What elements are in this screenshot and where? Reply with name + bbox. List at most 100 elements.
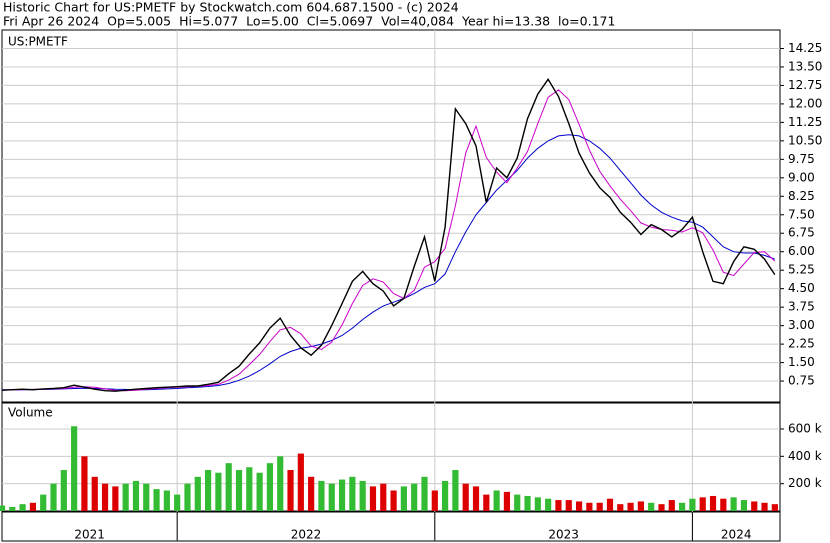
volume-bar xyxy=(771,504,778,511)
volume-bar xyxy=(421,476,428,511)
volume-bar xyxy=(575,501,583,511)
volume-bar xyxy=(153,489,160,511)
volume-bar xyxy=(9,506,16,511)
volume-bar xyxy=(297,453,304,511)
y-tick-label: 9.00 xyxy=(788,170,815,184)
date-axis xyxy=(1,511,781,542)
volume-bar xyxy=(452,469,459,511)
volume-bar xyxy=(380,483,387,511)
volume-bar xyxy=(648,502,655,511)
volume-bar xyxy=(194,476,201,511)
volume-label: Volume xyxy=(8,406,53,420)
y-tick-label: 5.25 xyxy=(788,263,815,277)
volume-bar xyxy=(349,476,356,511)
volume-bar xyxy=(359,480,366,511)
volume-bar xyxy=(709,495,717,511)
volume-bar xyxy=(122,483,129,511)
volume-bar xyxy=(369,486,377,511)
volume-bar xyxy=(668,500,675,511)
volume-bar xyxy=(514,494,521,511)
y-tick-label: 12.75 xyxy=(788,78,822,92)
y-tick-label: 2.25 xyxy=(788,337,815,351)
x-tick-label: 2023 xyxy=(548,528,579,542)
volume-bar xyxy=(81,456,88,511)
volume-bar xyxy=(277,456,284,511)
volume-bar xyxy=(596,502,603,511)
volume-bar xyxy=(689,498,696,511)
volume-bar xyxy=(29,502,37,511)
volume-bar xyxy=(534,497,541,511)
volume-bar xyxy=(586,502,593,511)
volume-bar xyxy=(101,483,109,511)
y-tick-label: 14.25 xyxy=(788,41,822,55)
volume-bar xyxy=(256,472,263,511)
volume-bar xyxy=(442,480,449,511)
volume-bar xyxy=(246,467,253,511)
volume-bar xyxy=(720,498,727,511)
y-tick-label: 6.00 xyxy=(788,244,815,258)
volume-bar xyxy=(266,463,274,511)
volume-bar xyxy=(91,476,98,511)
volume-bar xyxy=(132,480,140,511)
volume-bar xyxy=(318,480,325,511)
x-tick-label: 2024 xyxy=(721,528,752,542)
volume-bar xyxy=(617,504,624,511)
volume-bar xyxy=(493,490,500,511)
volume-bar xyxy=(19,504,26,511)
grid: 0.75 1.50 2.25 3.00 3.75 4.50 5.25 6.00 6.75 7.50… xyxy=(2,30,822,542)
y-tick-label: 3.75 xyxy=(788,300,815,314)
volume-bar xyxy=(472,486,480,511)
y-tick-label: 0.75 xyxy=(788,374,815,388)
chart-subtitle: Fri Apr 26 2024 Op=5.005 Hi=5.077 Lo=5.0… xyxy=(3,14,615,29)
volume-bar xyxy=(462,483,469,511)
volume-bar xyxy=(503,491,511,511)
price-line xyxy=(1,78,776,392)
volume-bar xyxy=(184,483,191,511)
volume-bar xyxy=(50,483,57,511)
volume-bar xyxy=(431,490,438,511)
y-tick-label: 11.25 xyxy=(788,115,822,129)
y-tick-label: 1.50 xyxy=(788,355,815,369)
volume-bar xyxy=(730,497,737,511)
y-tick-label: 600 k xyxy=(788,421,822,435)
price-panel xyxy=(1,29,781,403)
y-tick-label: 12.00 xyxy=(788,96,822,110)
volume-bar xyxy=(637,501,644,511)
volume-bar xyxy=(163,490,170,511)
chart-title: Historic Chart for US:PMETF by Stockwatc… xyxy=(3,0,459,15)
x-tick-label: 2021 xyxy=(74,528,105,542)
volume-bar xyxy=(524,495,531,511)
y-tick-label: 13.50 xyxy=(788,59,822,73)
volume-bar xyxy=(40,494,47,511)
y-tick-label: 8.25 xyxy=(788,189,815,203)
volume-bar xyxy=(60,469,67,511)
volume-bar xyxy=(483,494,490,511)
moving-average xyxy=(1,89,776,392)
volume-bar xyxy=(411,483,418,511)
volume-bar xyxy=(400,486,407,511)
volume-bar xyxy=(545,498,552,511)
volume-bar xyxy=(287,469,294,511)
symbol-label: US:PMETF xyxy=(8,35,68,49)
volume-bar xyxy=(751,501,758,511)
volume-bar xyxy=(328,483,335,511)
volume-bar xyxy=(699,497,706,511)
volume-bar xyxy=(0,505,6,511)
y-tick-label: 3.00 xyxy=(788,318,815,332)
volume-bar xyxy=(235,469,243,511)
volume-bar xyxy=(338,479,346,511)
volume-bar xyxy=(205,469,212,511)
volume-bar xyxy=(627,502,634,511)
y-tick-label: 9.75 xyxy=(788,152,815,166)
x-tick-label: 2022 xyxy=(291,528,322,542)
volume-bar xyxy=(308,476,315,511)
volume-bar xyxy=(112,486,119,511)
volume-bar xyxy=(71,426,78,511)
volume-bar xyxy=(225,463,232,511)
volume-bar xyxy=(565,500,572,511)
volume-bar xyxy=(761,502,768,511)
y-tick-label: 6.75 xyxy=(788,226,815,240)
